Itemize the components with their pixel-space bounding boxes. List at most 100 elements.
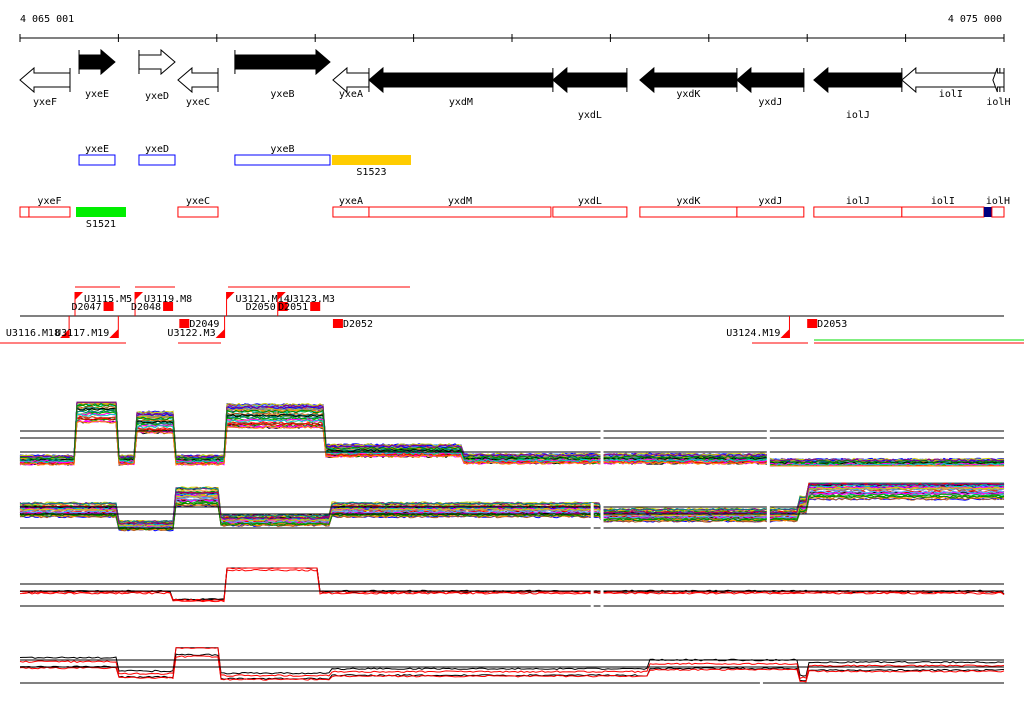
segment-start-flag (277, 292, 286, 300)
feature-yxeA (332, 206, 370, 218)
segment-label-upper: U3123.M3 (287, 294, 335, 305)
breakpoint-marker (103, 302, 114, 311)
feature-label: yxdL (578, 196, 602, 207)
feature-yxeE (78, 154, 116, 166)
expression-series-line (19, 491, 1005, 529)
feature-label: S1523 (356, 167, 386, 178)
feature-label: yxdJ (758, 196, 782, 207)
feature-iolH (991, 206, 1005, 218)
expression-series-line (19, 647, 1005, 680)
gene-arrow-yxdK (639, 66, 738, 94)
gene-arrow-yxeE (78, 48, 116, 76)
segment-end-flag (780, 329, 790, 338)
gene-arrow-yxdM (368, 66, 554, 94)
expression-panel-3 (19, 567, 1005, 617)
gene-arrow-yxeD (138, 48, 176, 76)
segment-label-upper: U3119.M8 (144, 294, 192, 305)
breakpoint-label-lower: D2052 (343, 319, 373, 330)
data-gap (600, 503, 604, 545)
feature-yxdL (552, 206, 628, 218)
segment-start-flag (135, 292, 144, 300)
feature-yxeF (28, 206, 71, 218)
gene-track: yxeF yxeE yxeD yxeC yxeB yxeA yxdM yxdL yxdK yxdJ… (19, 48, 1010, 121)
gene-arrow-yxeA (332, 66, 370, 94)
expression-series-line (19, 403, 1005, 464)
breakpoint-label-upper: D2047 (71, 302, 101, 313)
gene-label: yxdM (449, 97, 473, 108)
gene-label: yxeD (145, 91, 169, 102)
data-gap (766, 503, 770, 545)
breakpoint-label-upper: D2050 (246, 302, 276, 313)
gene-arrow-yxeB (234, 48, 331, 76)
breakpoint-label-upper: D2048 (131, 302, 161, 313)
gene-label: yxdK (676, 89, 700, 100)
feature-yxdJ (736, 206, 805, 218)
feature-label: yxeA (339, 196, 363, 207)
gene-label: iolH (986, 97, 1010, 108)
data-gap (600, 590, 604, 617)
gene-label: iolJ (846, 110, 870, 121)
expression-series-line (19, 482, 1004, 524)
feature-yxeC (177, 206, 219, 218)
segment-label-lower: U3122.M3 (167, 328, 215, 339)
feature-label: iolH (986, 196, 1010, 207)
feature-marker (983, 207, 992, 217)
feature-yxdM (368, 206, 552, 218)
feature-label: yxdK (676, 196, 700, 207)
feature-yxeD (138, 154, 176, 166)
feature-yxdK (639, 206, 738, 218)
data-gap (600, 420, 604, 475)
feature-iolJ (813, 206, 903, 218)
feature-iolI (901, 206, 985, 218)
expression-series-line (19, 482, 1005, 526)
breakpoint-marker (310, 302, 321, 311)
gene-label: yxeE (85, 89, 109, 100)
feature-label: S1521 (86, 219, 116, 230)
expression-series-line (19, 655, 1005, 683)
plus-strand-feature-track: yxeE yxeD yxeB S1523 (78, 144, 411, 178)
expression-series-line (19, 490, 1005, 529)
data-gap (590, 503, 594, 545)
feature-S1523 (331, 155, 411, 165)
segment-label-upper: U3121.M14 (236, 294, 290, 305)
segment-label-lower: U3116.M18 (6, 328, 60, 339)
ruler-end-label: 4 075 000 (948, 14, 1002, 25)
feature-label: iolI (931, 196, 955, 207)
breakpoint-marker (179, 319, 190, 328)
segment-end-flag (109, 329, 119, 338)
gene-label: yxeB (270, 89, 294, 100)
breakpoint-marker (807, 319, 818, 328)
gene-label: yxeA (339, 89, 363, 100)
gene-label: iolI (939, 89, 963, 100)
feature-yxeB (234, 154, 331, 166)
gene-arrow-yxdJ (736, 66, 805, 94)
gene-arrow-yxeF (19, 66, 71, 94)
gene-arrow-iolH (992, 67, 1005, 93)
data-gap (766, 420, 770, 475)
feature-label: yxdM (448, 196, 472, 207)
breakpoint-marker (163, 302, 174, 311)
feature-label: yxeD (145, 144, 169, 155)
coordinate-ruler (19, 34, 1005, 42)
expression-series-line (19, 497, 1005, 532)
data-gap (590, 590, 594, 617)
gene-label: yxeF (33, 97, 57, 108)
segment-label-lower: U3117.M19 (55, 328, 109, 339)
breakpoint-label-lower: D2049 (189, 319, 219, 330)
feature-label: yxeF (37, 196, 61, 207)
expression-plots (19, 401, 1005, 695)
breakpoint-label-lower: D2053 (817, 319, 847, 330)
expression-panel-4 (19, 647, 1005, 695)
breakpoint-label-upper: D2051 (278, 302, 308, 313)
feature-label: yxeC (186, 196, 210, 207)
segment-end-flag (215, 329, 225, 338)
expression-series-line (19, 568, 1005, 603)
expression-series-line (19, 420, 1004, 467)
data-gap (759, 670, 763, 695)
segment-label-lower: U3124.M19 (726, 328, 780, 339)
ruler-start-label: 4 065 001 (20, 14, 74, 25)
gene-arrow-yxeC (177, 66, 219, 94)
feature-label: iolJ (846, 196, 870, 207)
